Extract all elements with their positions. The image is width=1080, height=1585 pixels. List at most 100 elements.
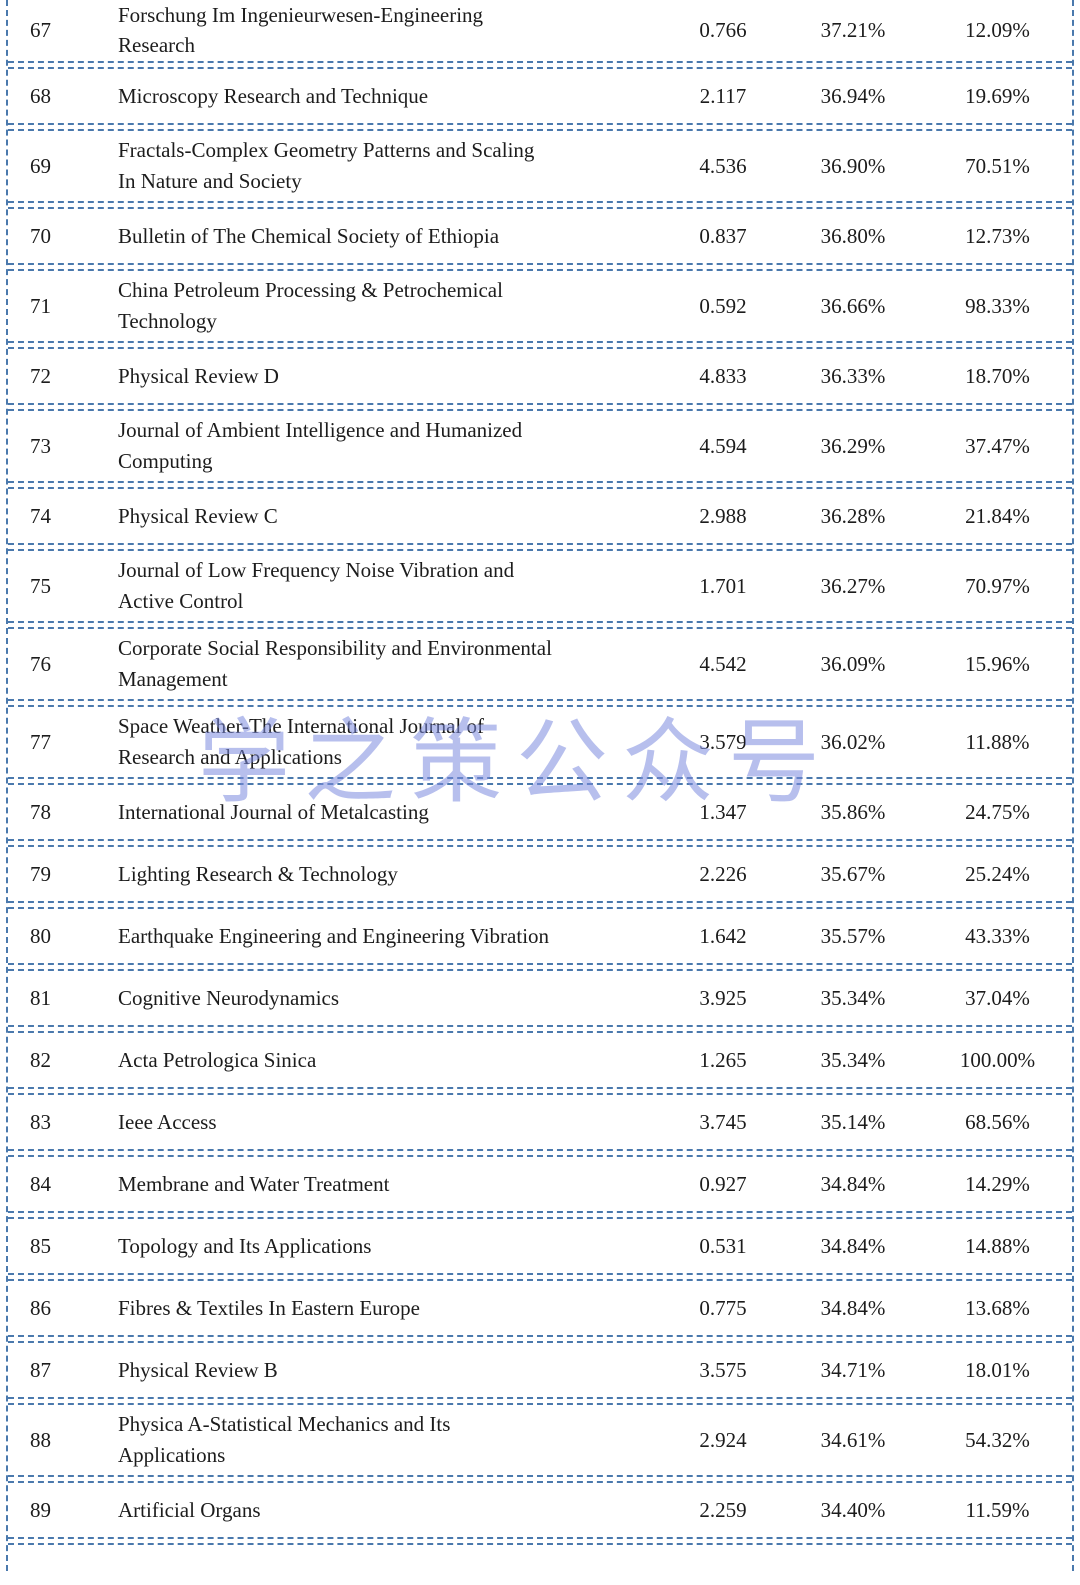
table-row: 87 Physical Review B 3.575 34.71% 18.01% [8, 1343, 1072, 1397]
table-row: 74 Physical Review C 2.988 36.28% 21.84% [8, 489, 1072, 543]
percent-1-cell: 34.84% [820, 1171, 886, 1196]
table-row: 72 Physical Review D 4.833 36.33% 18.70% [8, 349, 1072, 403]
table-row: 85 Topology and Its Applications 0.531 34.8… [8, 1219, 1072, 1273]
row-divider [8, 962, 1072, 971]
percent-1-cell: 35.57% [820, 923, 886, 948]
table-row: 84 Membrane and Water Treatment 0.927 34.84… [8, 1157, 1072, 1211]
percent-2-cell: 19.69% [965, 83, 1030, 108]
table-row: 83 Ieee Access 3.745 35.14% 68.56% [8, 1095, 1072, 1149]
row-divider [8, 1210, 1072, 1219]
row-divider [8, 1086, 1072, 1095]
impact-factor-cell: 3.579 [699, 729, 747, 754]
rank-cell: 75 [30, 573, 51, 598]
impact-factor-cell: 0.775 [699, 1295, 747, 1320]
table-row: 76 Corporate Social Responsibility and En… [8, 629, 1072, 699]
percent-1-cell: 36.29% [820, 433, 886, 458]
percent-2-cell: 15.96% [965, 651, 1030, 676]
rank-cell: 69 [30, 153, 51, 178]
rank-cell: 77 [30, 729, 51, 754]
table-row: 69 Fractals-Complex Geometry Patterns and… [8, 131, 1072, 201]
percent-2-cell: 12.73% [965, 223, 1030, 248]
impact-factor-cell: 1.265 [699, 1047, 747, 1072]
table-row: 67 Forschung Im Ingenieurwesen-Engineerin… [8, 0, 1072, 61]
journal-name-cell: Forschung Im Ingenieurwesen-Engineering … [118, 3, 484, 58]
partial-row [8, 1545, 1072, 1571]
rank-cell: 67 [30, 18, 51, 43]
journal-name-cell: Physica A-Statistical Mechanics and Its … [118, 1412, 451, 1467]
rank-cell: 85 [30, 1233, 51, 1258]
journal-name-cell: Ieee Access [118, 1109, 217, 1134]
bottom-margin [0, 1571, 1080, 1585]
percent-2-cell: 68.56% [965, 1109, 1030, 1134]
percent-1-cell: 35.34% [820, 1047, 886, 1072]
table-row: 81 Cognitive Neurodynamics 3.925 35.34% 37.0… [8, 971, 1072, 1025]
percent-2-cell: 18.01% [965, 1357, 1030, 1382]
table-row: 79 Lighting Research & Technology 2.226 35.… [8, 847, 1072, 901]
row-divider [8, 1396, 1072, 1405]
percent-1-cell: 34.61% [820, 1427, 886, 1452]
percent-2-cell: 70.97% [965, 573, 1030, 598]
percent-2-cell: 70.51% [965, 153, 1030, 178]
rank-cell: 82 [30, 1047, 51, 1072]
journal-name-cell: Physical Review B [118, 1357, 278, 1382]
percent-2-cell: 11.88% [965, 729, 1030, 754]
table-row: 89 Artificial Organs 2.259 34.40% 11.59% [8, 1483, 1072, 1537]
rank-cell: 78 [30, 799, 51, 824]
journal-name-cell: Physical Review D [118, 363, 279, 388]
journal-name-cell: Physical Review C [118, 503, 278, 528]
impact-factor-cell: 0.592 [699, 293, 747, 318]
percent-2-cell: 37.47% [965, 433, 1030, 458]
journal-name-cell: Microscopy Research and Technique [118, 83, 429, 108]
journal-name-cell: Artificial Organs [118, 1497, 261, 1522]
percent-2-cell: 14.29% [965, 1171, 1030, 1196]
rank-cell: 79 [30, 861, 51, 886]
percent-1-cell: 36.33% [820, 363, 886, 388]
rank-cell: 84 [30, 1171, 51, 1196]
table-row: 77 Space Weather-The International Journa… [8, 707, 1072, 777]
table-row: 78 International Journal of Metalcasting 1… [8, 785, 1072, 839]
percent-2-cell: 98.33% [965, 293, 1030, 318]
journal-name-cell: Corporate Social Responsibility and Envi… [118, 636, 552, 691]
impact-factor-cell: 4.536 [699, 153, 747, 178]
rank-cell: 74 [30, 503, 51, 528]
row-divider [8, 838, 1072, 847]
impact-factor-cell: 2.226 [699, 861, 747, 886]
rank-cell: 83 [30, 1109, 51, 1134]
row-divider [8, 122, 1072, 131]
rank-cell: 72 [30, 363, 51, 388]
row-divider [8, 1148, 1072, 1157]
impact-factor-cell: 4.594 [699, 433, 747, 458]
table-row: 73 Journal of Ambient Intelligence and Hu… [8, 411, 1072, 481]
rank-cell: 68 [30, 83, 51, 108]
percent-2-cell: 12.09% [965, 18, 1030, 43]
journal-name-cell: Earthquake Engineering and Engineering V… [118, 923, 550, 948]
row-divider [8, 200, 1072, 209]
percent-1-cell: 35.86% [820, 799, 886, 824]
table-row: 71 China Petroleum Processing & Petrochem… [8, 271, 1072, 341]
rank-cell: 71 [30, 293, 51, 318]
impact-factor-cell: 0.531 [699, 1233, 747, 1258]
journal-name-cell: Lighting Research & Technology [118, 861, 398, 886]
percent-1-cell: 37.21% [820, 18, 886, 43]
impact-factor-cell: 2.259 [699, 1497, 747, 1522]
impact-factor-cell: 0.837 [699, 223, 747, 248]
row-divider [8, 262, 1072, 271]
percent-2-cell: 11.59% [965, 1497, 1030, 1522]
rank-cell: 88 [30, 1427, 51, 1452]
table-row: 68 Microscopy Research and Technique 2.117… [8, 69, 1072, 123]
rank-cell: 89 [30, 1497, 51, 1522]
rank-cell: 80 [30, 923, 51, 948]
table-row: 75 Journal of Low Frequency Noise Vibrati… [8, 551, 1072, 621]
journal-table: 67 Forschung Im Ingenieurwesen-Engineerin… [6, 0, 1074, 1571]
percent-2-cell: 24.75% [965, 799, 1030, 824]
percent-1-cell: 36.02% [820, 729, 886, 754]
row-divider [8, 402, 1072, 411]
impact-factor-cell: 2.117 [699, 83, 747, 108]
percent-1-cell: 36.80% [820, 223, 886, 248]
percent-2-cell: 14.88% [965, 1233, 1030, 1258]
percent-1-cell: 36.09% [820, 651, 886, 676]
impact-factor-cell: 0.766 [699, 18, 747, 43]
journal-name-cell: China Petroleum Processing & Petrochemic… [118, 278, 503, 333]
impact-factor-cell: 1.347 [699, 799, 747, 824]
journal-name-cell: Journal of Low Frequency Noise Vibration… [118, 558, 515, 613]
